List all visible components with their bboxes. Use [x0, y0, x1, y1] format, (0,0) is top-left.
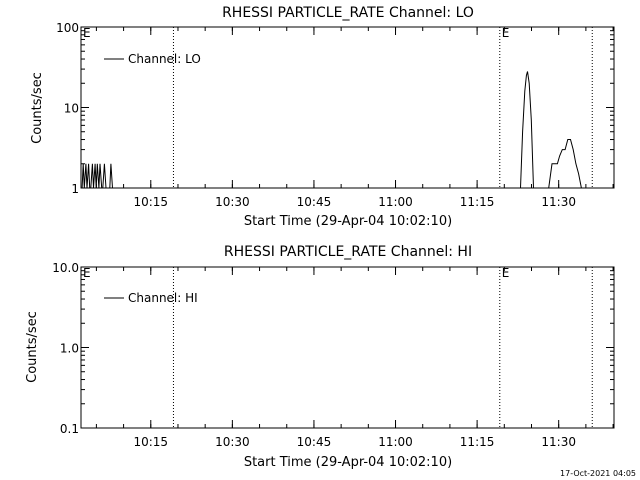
- y-tick-label-hi: 10.0: [52, 261, 79, 275]
- y-tick-label-hi: 0.1: [60, 422, 79, 436]
- panel-hi: RHESSI PARTICLE_RATE Channel: HI Start T…: [25, 244, 615, 470]
- x-tick-label-hi: 10:15: [133, 435, 168, 449]
- series-line-lo: [520, 71, 534, 189]
- y-axis-label-lo: Counts/sec: [30, 72, 45, 144]
- legend-lo: Channel: LO: [104, 52, 201, 66]
- x-axis-label-hi: Start Time (29-Apr-04 10:02:10): [244, 455, 452, 470]
- y-tick-label-lo: 1: [71, 182, 79, 196]
- panel-lo: RHESSI PARTICLE_RATE Channel: LO Start T…: [30, 5, 615, 229]
- legend-hi: Channel: HI: [104, 291, 198, 305]
- x-tick-label-hi: 11:15: [460, 435, 495, 449]
- x-tick-label-hi: 11:30: [541, 435, 576, 449]
- y-axis-label-hi: Counts/sec: [25, 311, 40, 383]
- y-tick-label-hi: 1.0: [60, 342, 79, 356]
- x-tick-label-lo: 11:15: [460, 195, 495, 209]
- x-tick-label-hi: 10:45: [297, 435, 332, 449]
- x-tick-label-hi: 10:30: [215, 435, 250, 449]
- legend-entry-hi: Channel: HI: [128, 291, 198, 305]
- chart-title-lo: RHESSI PARTICLE_RATE Channel: LO: [222, 5, 474, 21]
- x-tick-label-lo: 11:30: [541, 195, 576, 209]
- axes-lo: 1 10 100 10:15 10:30 10:45 11:00 11:15 11:30: [56, 21, 615, 209]
- series-line-lo: [81, 163, 113, 189]
- axes-hi: 0.1 1.0 10.0 10:15 10:30 10:45 11:00 11:15 11:30: [52, 261, 615, 449]
- x-axis-label-lo: Start Time (29-Apr-04 10:02:10): [244, 214, 452, 229]
- y-tick-label-lo: 10: [64, 102, 79, 116]
- event-marker-label-lo: E: [502, 26, 510, 40]
- legend-entry-lo: Channel: LO: [128, 52, 201, 66]
- footer-timestamp: 17-Oct-2021 04:05: [560, 469, 636, 478]
- x-tick-label-lo: 10:30: [215, 195, 250, 209]
- event-marker-label-hi: E: [502, 266, 510, 280]
- event-marker-label-lo: E: [83, 26, 91, 40]
- event-marker-label-hi: E: [83, 266, 91, 280]
- x-tick-label-lo: 10:15: [133, 195, 168, 209]
- series-line-lo: [548, 139, 582, 189]
- y-tick-label-lo: 100: [56, 21, 79, 35]
- x-tick-label-hi: 11:00: [378, 435, 413, 449]
- x-tick-label-lo: 10:45: [297, 195, 332, 209]
- x-tick-label-lo: 11:00: [378, 195, 413, 209]
- chart-title-hi: RHESSI PARTICLE_RATE Channel: HI: [224, 244, 472, 260]
